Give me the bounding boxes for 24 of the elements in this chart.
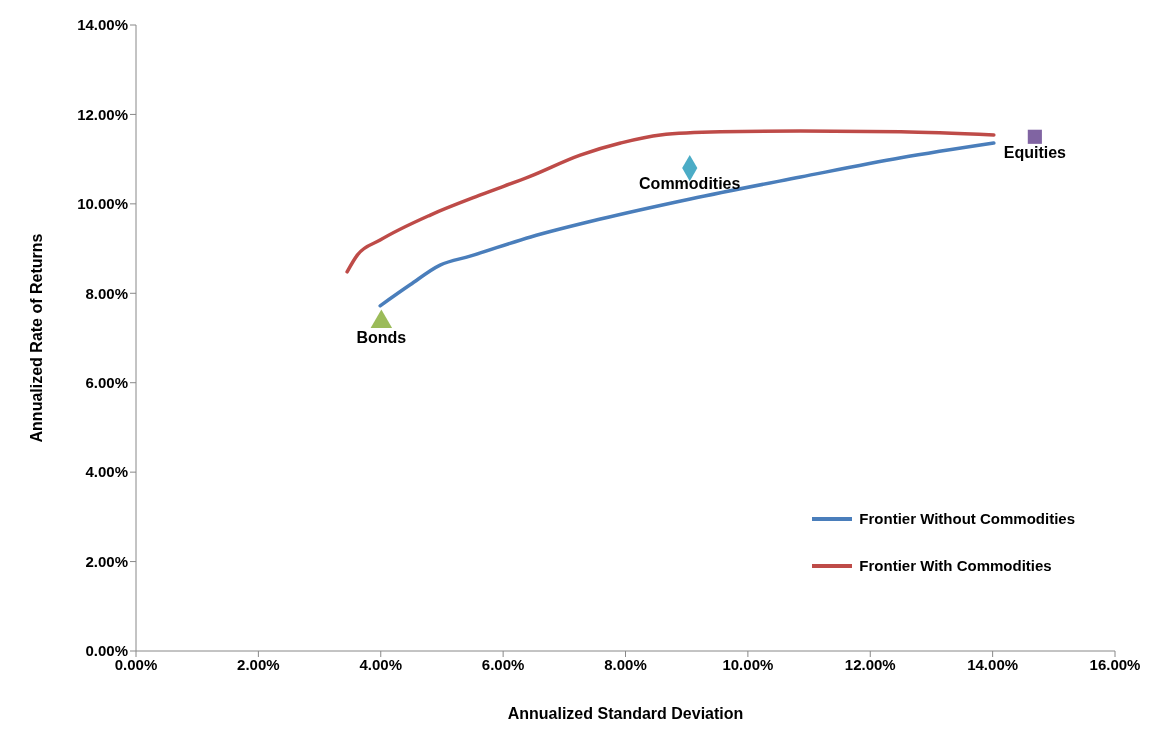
x-axis-title: Annualized Standard Deviation [507,705,744,722]
legend-label: Frontier With Commodities [859,557,1052,574]
y-tick-label: 8.00% [85,284,128,302]
annotation: Commodities [639,175,741,193]
y-tick-label: 10.00% [77,195,128,213]
line-series [345,129,996,274]
line-series [378,141,996,308]
x-tick-label: 4.00% [359,655,403,673]
x-tick-label: 8.00% [604,655,647,673]
y-tick-label: 6.00% [85,374,128,392]
annotation: Equities [1003,144,1067,162]
y-tick-label: 12.00% [77,105,128,123]
legend-label: Frontier Without Commodities [859,510,1075,527]
y-tick-label: 4.00% [85,463,128,481]
x-tick-label: 6.00% [481,655,525,673]
annotation: Bonds [356,329,407,347]
y-tick-label: 14.00% [77,16,128,34]
x-tick-label: 16.00% [1089,655,1141,673]
x-tick-label: 10.00% [722,655,774,673]
y-axis-title: Annualized Rate of Returns [27,233,45,443]
x-tick-label: 14.00% [967,655,1019,673]
x-tick-label: 2.00% [237,655,280,673]
x-tick-label: 12.00% [844,655,896,673]
y-tick-label: 2.00% [85,552,128,570]
